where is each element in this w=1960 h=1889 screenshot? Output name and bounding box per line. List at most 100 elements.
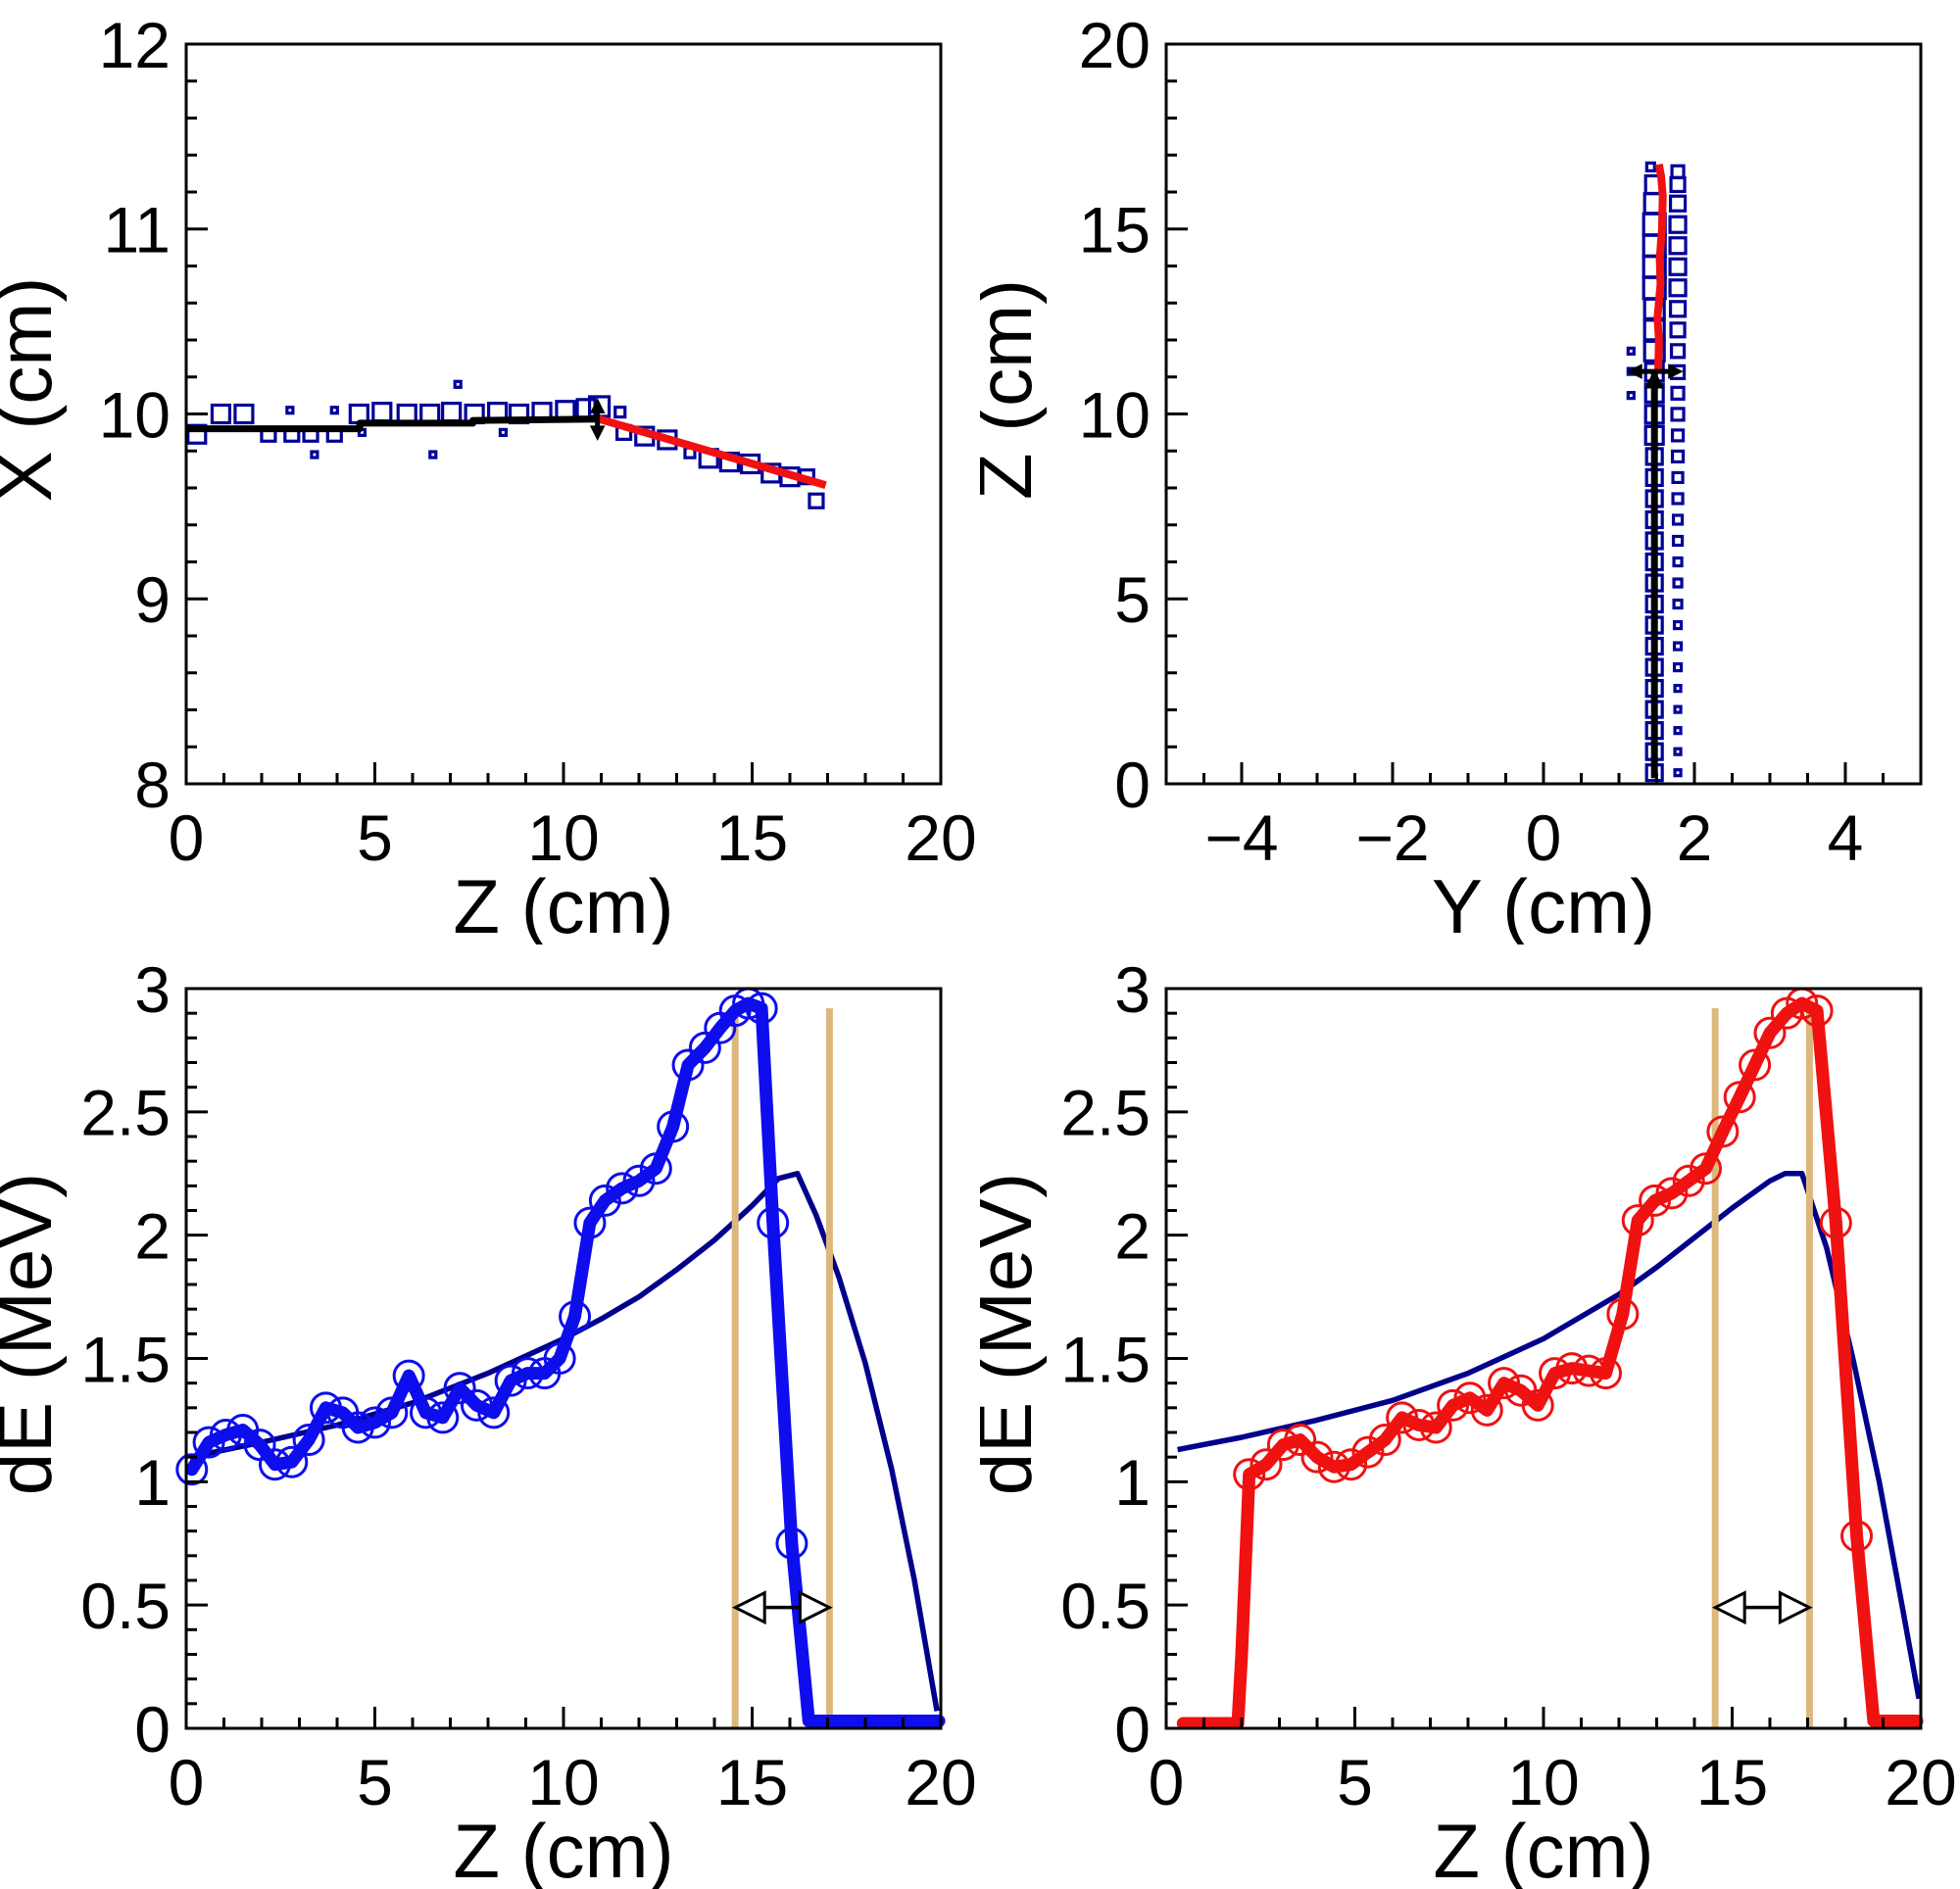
hit-square-marker bbox=[210, 403, 232, 425]
annotation-arrow bbox=[1644, 368, 1665, 392]
hit-square-marker bbox=[1673, 747, 1683, 756]
data-point-circle bbox=[341, 1411, 374, 1444]
downstream-fit-line bbox=[1653, 164, 1667, 372]
hit-square-marker bbox=[1668, 300, 1688, 318]
data-point-circle bbox=[409, 1396, 442, 1429]
y-tick-label: 0 bbox=[134, 1693, 171, 1766]
data-point-circle bbox=[1572, 1354, 1605, 1387]
data-layer bbox=[1626, 161, 1688, 783]
data-point-circle bbox=[757, 1206, 790, 1239]
panel-track-xz: 0 5 10 15 20 8 9 10 11 12 Z (cm) X (cm) bbox=[0, 0, 980, 944]
data-point-circle bbox=[175, 1453, 209, 1486]
arrow-head bbox=[589, 425, 606, 442]
hit-square-marker bbox=[1668, 257, 1688, 276]
upstream-fit-line bbox=[186, 415, 598, 433]
axes-layer: 0 5 10 15 20 0 0.5 1 1.5 2 2.5 3 Z (cm) dE (MeV) bbox=[980, 953, 1957, 1889]
x-tick-label: 20 bbox=[1885, 1746, 1956, 1818]
downstream-fit-line bbox=[596, 414, 827, 490]
x-tick-label: 20 bbox=[905, 1746, 976, 1818]
data-point-circle bbox=[1233, 1458, 1266, 1491]
data-point-circle bbox=[477, 1396, 511, 1429]
x-axis-title: Z (cm) bbox=[1433, 1808, 1653, 1889]
y-tick-label: 1 bbox=[134, 1446, 171, 1519]
data-point-circle bbox=[1539, 1357, 1572, 1390]
data-point-circle bbox=[1250, 1448, 1283, 1481]
hit-square-marker bbox=[1672, 661, 1684, 673]
hit-square-marker bbox=[1670, 164, 1686, 179]
hit-square-marker bbox=[1668, 215, 1688, 234]
hit-square-marker bbox=[498, 427, 508, 437]
data-point-circle bbox=[292, 1424, 325, 1457]
data-point-circle bbox=[359, 1406, 391, 1439]
y-tick-label: 12 bbox=[99, 9, 171, 81]
y-tick-label: 2.5 bbox=[80, 1077, 171, 1149]
x-tick-label: 15 bbox=[716, 1746, 788, 1818]
y-tick-label: 10 bbox=[1079, 378, 1151, 451]
panel-background bbox=[0, 0, 980, 944]
data-point-circle bbox=[606, 1172, 639, 1205]
data-point-circle bbox=[1521, 1388, 1554, 1422]
panel-dedx-red: 0 5 10 15 20 0 0.5 1 1.5 2 2.5 3 Z (cm) dE (MeV) bbox=[980, 944, 1960, 1889]
x-axis-title: Z (cm) bbox=[453, 1808, 673, 1889]
x-axis-title: Z (cm) bbox=[453, 863, 673, 944]
x-tick-label: 0 bbox=[169, 801, 205, 874]
panel-cell-track-zy: −4 −2 0 2 4 0 5 10 15 20 Y (cm) Z (cm) bbox=[980, 0, 1960, 944]
x-tick-label: 10 bbox=[1507, 1746, 1579, 1818]
arrow-head bbox=[798, 1590, 833, 1625]
data-point-circle bbox=[1753, 1016, 1787, 1049]
data-point-circle bbox=[258, 1448, 291, 1481]
data-point-circle bbox=[1402, 1408, 1436, 1441]
hit-square-marker bbox=[1670, 385, 1686, 401]
hit-square-marker bbox=[1669, 343, 1687, 360]
data-point-circle bbox=[1488, 1367, 1521, 1400]
axes-layer: 0 5 10 15 20 8 9 10 11 12 Z (cm) X (cm) bbox=[0, 9, 977, 944]
data-point-circle bbox=[192, 1426, 225, 1459]
data-point-circle bbox=[1266, 1429, 1299, 1462]
hit-square-marker bbox=[1671, 513, 1685, 526]
y-tick-label: 1.5 bbox=[80, 1323, 171, 1395]
y-tick-label: 10 bbox=[99, 378, 171, 451]
y-axis-title: Z (cm) bbox=[980, 279, 1048, 500]
data-point-circle bbox=[209, 1419, 242, 1452]
data-point-circle bbox=[443, 1372, 476, 1405]
data-point-circle bbox=[1706, 1115, 1740, 1148]
data-point-circle bbox=[1351, 1435, 1385, 1469]
x-tick-label: 4 bbox=[1828, 801, 1864, 874]
data-point-circle bbox=[309, 1391, 342, 1425]
y-tick-label: 0 bbox=[1114, 1693, 1151, 1766]
data-point-circle bbox=[657, 1110, 690, 1143]
measured-dE-curve bbox=[1176, 996, 1924, 1730]
arrow-head bbox=[1668, 363, 1684, 379]
x-tick-label: 2 bbox=[1677, 801, 1713, 874]
y-tick-label: 9 bbox=[134, 563, 171, 636]
data-point-circle bbox=[1300, 1440, 1334, 1474]
data-point-circle bbox=[745, 992, 778, 1025]
x-tick-label: 0 bbox=[1526, 801, 1562, 874]
arrow-head bbox=[1778, 1590, 1813, 1625]
axes-layer: −4 −2 0 2 4 0 5 10 15 20 Y (cm) Z (cm) bbox=[980, 9, 1923, 944]
y-tick-label: 1 bbox=[1114, 1446, 1151, 1519]
hit-square-marker bbox=[613, 406, 627, 419]
x-tick-label: 5 bbox=[357, 801, 393, 874]
data-point-circle bbox=[559, 1300, 592, 1333]
data-point-circle bbox=[1621, 1204, 1654, 1237]
y-axis-title: X (cm) bbox=[0, 277, 68, 503]
hit-square-marker bbox=[808, 492, 825, 509]
y-axis-title: dE (MeV) bbox=[980, 1173, 1048, 1495]
y-tick-label: 2.5 bbox=[1060, 1077, 1151, 1149]
x-tick-label: 5 bbox=[1337, 1746, 1373, 1818]
panel-dedx-blue: 0 5 10 15 20 0 0.5 1 1.5 2 2.5 3 Z (cm) dE (MeV) bbox=[0, 944, 980, 1889]
hit-square-marker bbox=[1668, 236, 1688, 256]
data-point-circle bbox=[494, 1364, 527, 1397]
panel-background bbox=[980, 944, 1960, 1889]
arrow-head bbox=[1644, 368, 1665, 389]
x-tick-label: 5 bbox=[357, 1746, 393, 1818]
hit-square-marker bbox=[1626, 391, 1636, 401]
y-tick-label: 3 bbox=[134, 953, 171, 1026]
data-point-circle bbox=[1317, 1450, 1350, 1483]
data-layer bbox=[186, 379, 827, 509]
annotation-arrow bbox=[1711, 1590, 1813, 1625]
y-tick-label: 3 bbox=[1114, 953, 1151, 1026]
data-point-circle bbox=[573, 1206, 607, 1239]
